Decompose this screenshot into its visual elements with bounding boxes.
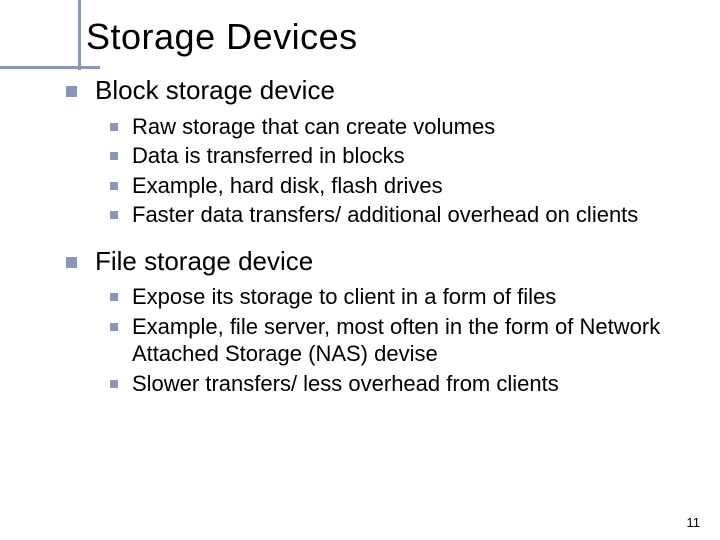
list-item: Data is transferred in blocks xyxy=(110,142,692,170)
page-number: 11 xyxy=(687,515,701,530)
square-bullet-icon xyxy=(110,182,118,190)
title-decoration-horizontal xyxy=(0,66,100,69)
title-region: Storage Devices xyxy=(28,16,692,58)
list-item-text: Example, hard disk, flash drives xyxy=(132,172,443,200)
list-item: Expose its storage to client in a form o… xyxy=(110,283,692,311)
slide-title: Storage Devices xyxy=(86,16,692,58)
title-decoration-vertical xyxy=(78,0,81,70)
list-item: Faster data transfers/ additional overhe… xyxy=(110,201,692,229)
list-item-text: Expose its storage to client in a form o… xyxy=(132,283,556,311)
square-bullet-icon xyxy=(110,323,118,331)
section-heading-text: File storage device xyxy=(95,245,313,278)
section-heading: File storage device xyxy=(66,245,692,278)
square-bullet-icon xyxy=(66,257,77,268)
square-bullet-icon xyxy=(110,211,118,219)
square-bullet-icon xyxy=(110,293,118,301)
list-item: Slower transfers/ less overhead from cli… xyxy=(110,370,692,398)
list-item-text: Data is transferred in blocks xyxy=(132,142,405,170)
square-bullet-icon xyxy=(110,380,118,388)
section-heading: Block storage device xyxy=(66,74,692,107)
list-item: Raw storage that can create volumes xyxy=(110,113,692,141)
list-item-text: Example, file server, most often in the … xyxy=(132,313,692,368)
square-bullet-icon xyxy=(66,86,77,97)
list-item-text: Raw storage that can create volumes xyxy=(132,113,495,141)
list-item-text: Slower transfers/ less overhead from cli… xyxy=(132,370,559,398)
slide-content: Block storage device Raw storage that ca… xyxy=(66,74,692,397)
slide: Storage Devices Block storage device Raw… xyxy=(0,0,720,540)
list-item: Example, file server, most often in the … xyxy=(110,313,692,368)
square-bullet-icon xyxy=(110,152,118,160)
list-item: Example, hard disk, flash drives xyxy=(110,172,692,200)
list-item-text: Faster data transfers/ additional overhe… xyxy=(132,201,638,229)
section-heading-text: Block storage device xyxy=(95,74,335,107)
spacer xyxy=(66,231,692,245)
square-bullet-icon xyxy=(110,123,118,131)
